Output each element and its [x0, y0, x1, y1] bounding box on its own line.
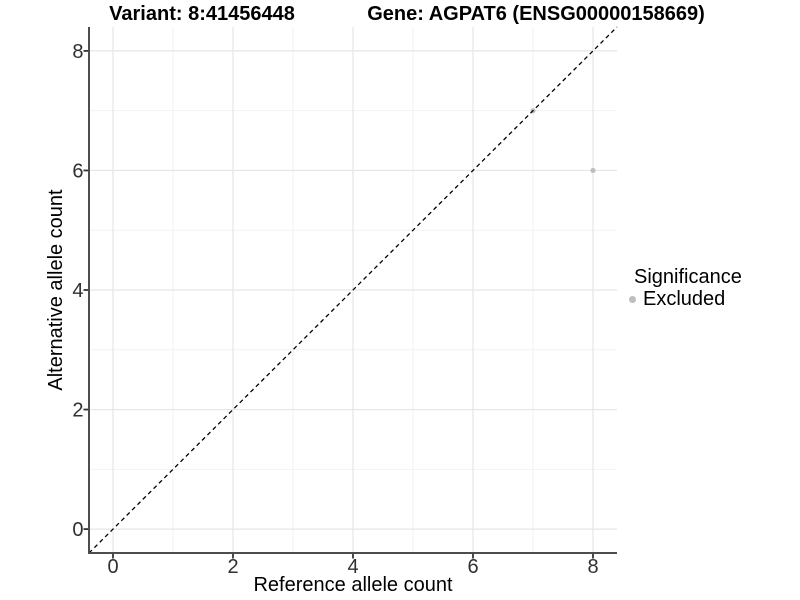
x-tick-label: 8	[587, 556, 598, 578]
x-tick-label: 6	[467, 556, 478, 578]
plot-title-gene: Gene: AGPAT6 (ENSG00000158669)	[367, 3, 705, 25]
legend: Significance Excluded	[624, 266, 742, 311]
x-tick-label: 0	[107, 556, 118, 578]
identity-line	[88, 26, 618, 554]
legend-title: Significance	[634, 266, 742, 288]
legend-point-icon	[629, 296, 636, 303]
legend-entry-label: Excluded	[643, 288, 726, 310]
y-tick-label: 8	[72, 41, 83, 63]
y-tick-label: 6	[72, 160, 83, 182]
y-tick-label: 2	[72, 400, 83, 422]
plot-title-variant: Variant: 8:41456448	[109, 3, 295, 25]
x-tick-label: 4	[347, 556, 358, 578]
x-axis-title: Reference allele count	[253, 574, 453, 596]
data-point	[590, 167, 596, 174]
y-axis-title: Alternative allele count	[45, 189, 67, 391]
x-tick-label: 2	[227, 556, 238, 578]
legend-entry-excluded: Excluded	[624, 288, 742, 311]
y-tick-label: 4	[72, 280, 83, 302]
y-tick-label: 0	[72, 519, 83, 541]
